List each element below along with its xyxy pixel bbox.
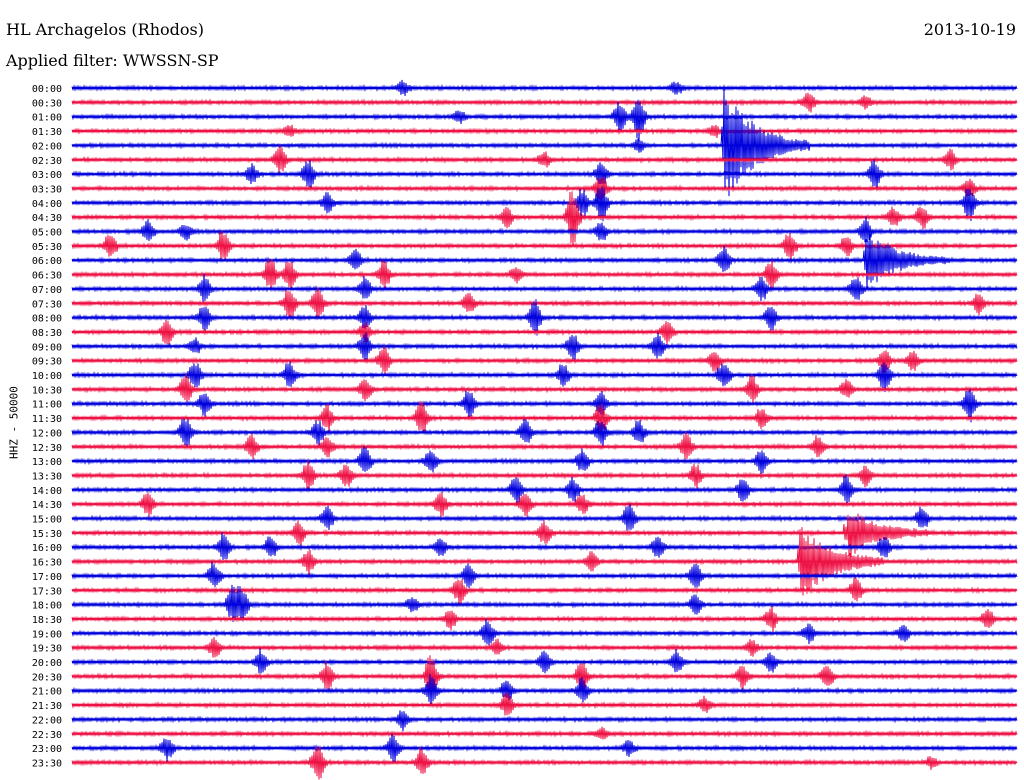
row-time-label: 20:30 [32,672,62,683]
row-time-label: 10:00 [32,371,62,382]
row-time-label: 19:00 [32,629,62,640]
row-time-label: 00:00 [32,84,62,95]
row-time-label: 14:30 [32,500,62,511]
trace-row-2200 [71,710,1018,732]
row-time-label: 09:00 [32,342,62,353]
row-time-label: 21:00 [32,687,62,698]
row-time-label: 22:30 [32,730,62,741]
row-time-label: 05:30 [32,242,62,253]
row-time-label: 08:30 [32,328,62,339]
row-time-label: 18:30 [32,615,62,626]
row-time-label: 07:00 [32,285,62,296]
row-time-label: 19:30 [32,644,62,655]
row-time-label: 01:30 [32,127,62,138]
row-time-label: 07:30 [32,299,62,310]
row-time-label: 16:00 [32,543,62,554]
row-time-label: 02:00 [32,141,62,152]
row-time-label: 13:30 [32,471,62,482]
row-time-label: 04:30 [32,213,62,224]
row-time-label: 06:00 [32,256,62,267]
row-time-label: 01:00 [32,113,62,124]
row-time-label: 17:00 [32,572,62,583]
row-time-label: 00:30 [32,98,62,109]
row-time-label: 03:00 [32,170,62,181]
row-time-label: 22:00 [32,715,62,726]
row-time-label: 15:00 [32,515,62,526]
row-time-label: 13:00 [32,457,62,468]
row-time-label: 06:30 [32,271,62,282]
trace-row-0700 [71,273,1018,302]
row-time-label: 18:00 [32,601,62,612]
row-time-label: 15:30 [32,529,62,540]
trace-row-1300 [71,446,1018,474]
trace-row-0430 [71,191,1018,247]
row-time-label: 04:00 [32,199,62,210]
row-time-label: 12:00 [32,428,62,439]
trace-row-0600 [71,233,1018,290]
row-time-label: 05:00 [32,228,62,239]
row-time-label: 10:30 [32,385,62,396]
row-time-label: 23:00 [32,744,62,755]
date-label: 2013-10-19 [923,20,1016,39]
trace-row-0500 [71,216,1018,243]
row-time-label: 03:30 [32,184,62,195]
row-time-label: 09:30 [32,357,62,368]
row-time-label: 02:30 [32,156,62,167]
row-time-label: 16:30 [32,558,62,569]
trace-row-0100 [71,99,1018,142]
row-time-label: 12:30 [32,443,62,454]
row-time-label: 21:30 [32,701,62,712]
row-time-label: 11:30 [32,414,62,425]
row-time-label: 11:00 [32,400,62,411]
row-time-label: 14:00 [32,486,62,497]
station-title: HL Archagelos (Rhodos) [6,20,204,39]
filter-label: Applied filter: WWSSN-SP [6,51,219,70]
row-time-label: 20:00 [32,658,62,669]
row-time-label: 08:00 [32,314,62,325]
row-time-label: 23:30 [32,758,62,769]
row-time-label: 17:30 [32,586,62,597]
